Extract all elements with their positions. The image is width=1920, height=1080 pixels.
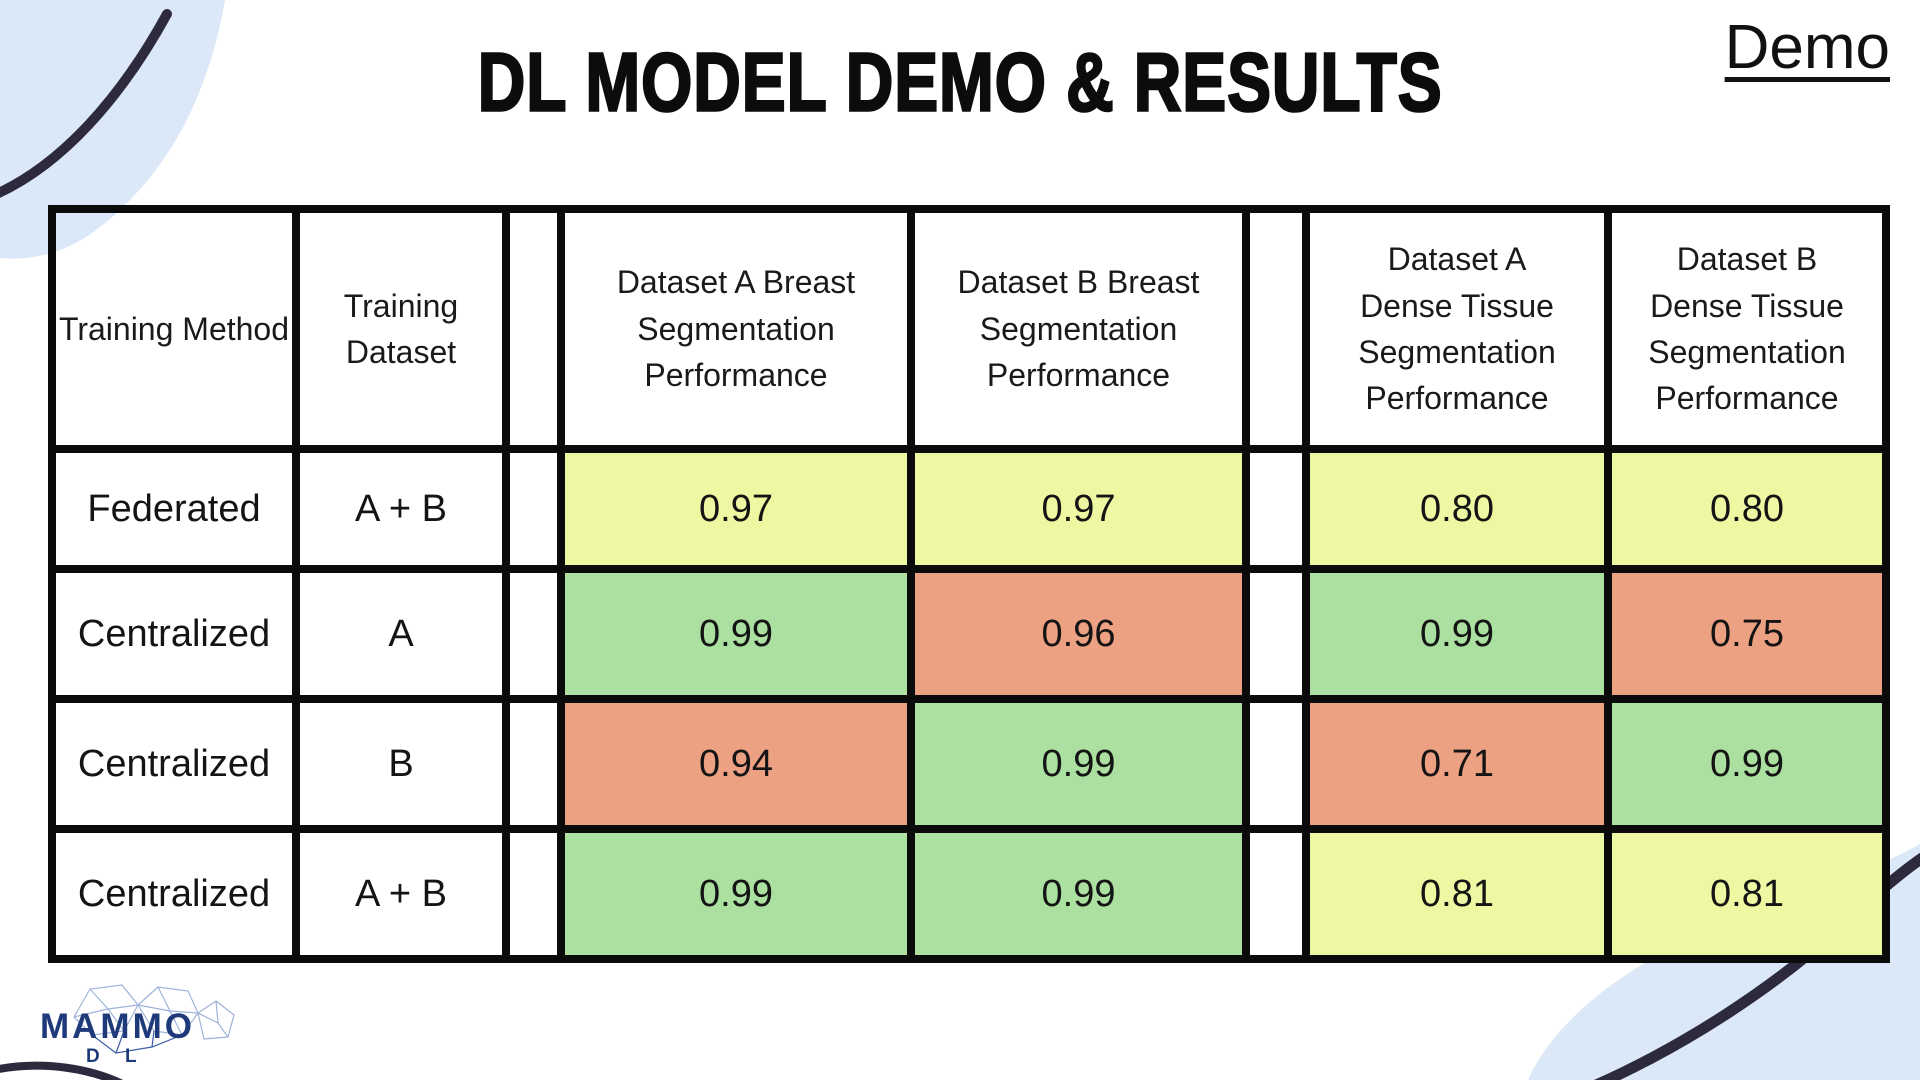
table-cell-value: 0.71 [1306, 699, 1608, 829]
table-cell-method: Centralized [52, 829, 296, 959]
table-cell-value: 0.99 [1306, 569, 1608, 699]
spacer-cell [506, 829, 561, 959]
table-cell-value: 0.75 [1608, 569, 1886, 699]
table-cell-method: Centralized [52, 699, 296, 829]
table-cell-method: Federated [52, 449, 296, 569]
table-cell-value: 0.99 [561, 829, 911, 959]
table-cell-value: 0.99 [911, 699, 1246, 829]
corner-curve-top-left [0, 9, 172, 198]
table-cell-value: 0.81 [1306, 829, 1608, 959]
corner-curve-bottom-left [0, 1061, 124, 1080]
logo-wordmark: MAMMO [40, 1007, 195, 1046]
logo-subtext: D L [86, 1046, 147, 1067]
spacer-cell [1246, 569, 1306, 699]
table-cell-value: 0.81 [1608, 829, 1886, 959]
spacer-cell [1246, 829, 1306, 959]
column-header-dataset-a-breast: Dataset A Breast Segmentation Performanc… [561, 209, 911, 449]
table-cell-dataset: A [296, 569, 506, 699]
title-bar: DL MODEL DEMO & RESULTS [0, 35, 1920, 130]
spacer-cell [506, 569, 561, 699]
polygon-mesh-icon [73, 984, 235, 1054]
demo-link[interactable]: Demo [1724, 13, 1890, 82]
table-cell-value: 0.80 [1306, 449, 1608, 569]
column-header-dataset-b-dense: Dataset B Dense Tissue Segmentation Perf… [1608, 209, 1886, 449]
table-cell-value: 0.99 [561, 569, 911, 699]
table-cell-method: Centralized [52, 569, 296, 699]
spacer-cell [1246, 209, 1306, 449]
table-cell-value: 0.97 [911, 449, 1246, 569]
table-cell-value: 0.99 [1608, 699, 1886, 829]
spacer-cell [506, 699, 561, 829]
column-header-dataset-b-breast: Dataset B Breast Segmentation Performanc… [911, 209, 1246, 449]
page-title: DL MODEL DEMO & RESULTS [477, 35, 1443, 130]
mammo-dl-logo: MAMMO D L [28, 983, 258, 1075]
spacer-cell [506, 449, 561, 569]
table-cell-value: 0.97 [561, 449, 911, 569]
corner-blob-top-left [0, 0, 225, 259]
table-cell-dataset: A + B [296, 829, 506, 959]
results-table: Training Method Training Dataset Dataset… [48, 205, 1890, 963]
column-header-training-dataset: Training Dataset [296, 209, 506, 449]
column-header-training-method: Training Method [52, 209, 296, 449]
table-cell-value: 0.99 [911, 829, 1246, 959]
table-cell-value: 0.80 [1608, 449, 1886, 569]
table-cell-value: 0.96 [911, 569, 1246, 699]
table-cell-value: 0.94 [561, 699, 911, 829]
table-cell-dataset: A + B [296, 449, 506, 569]
spacer-cell [1246, 699, 1306, 829]
spacer-cell [506, 209, 561, 449]
column-header-dataset-a-dense: Dataset A Dense Tissue Segmentation Perf… [1306, 209, 1608, 449]
table-cell-dataset: B [296, 699, 506, 829]
spacer-cell [1246, 449, 1306, 569]
